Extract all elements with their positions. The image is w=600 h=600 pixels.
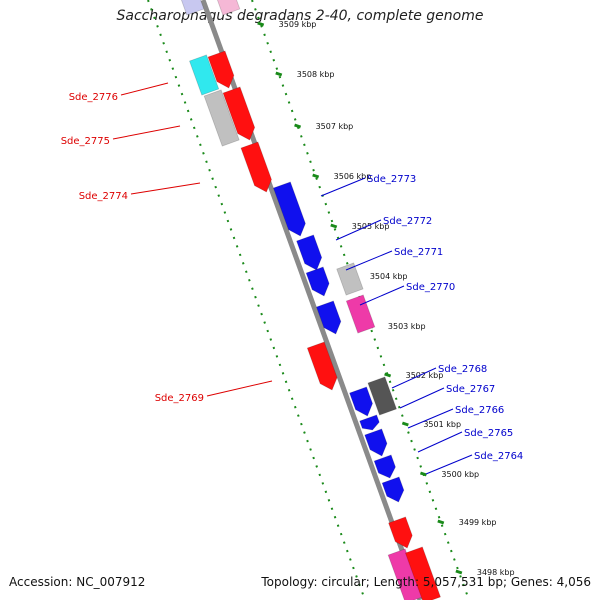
gene-feature-arrow[interactable] [296,234,323,271]
kbp-tick-label: 3509 kbp [279,20,317,29]
gene-feature-arrow[interactable] [315,300,342,335]
gene-label-right[interactable]: Sde_2771 [394,247,443,258]
label-leader-line [335,219,382,241]
kbp-tick-label: 3502 kbp [406,371,444,380]
label-leader-line [112,125,181,140]
label-leader-lines [112,82,473,475]
gene-feature-arrow[interactable] [388,516,413,549]
kbp-tick-label: 3506 kbp [334,172,372,181]
label-leader-line [130,182,201,195]
gene-feature-arrow[interactable] [336,262,364,296]
kbp-tick-mark [312,173,320,179]
label-leader-line [391,367,437,389]
kbp-tick-label: 3507 kbp [316,122,354,131]
gene-feature-arrow[interactable] [367,376,397,416]
gene-labels: Sde_2776 Sde_2775 Sde_2774 Sde_2769 Sde_2773… [61,92,524,462]
label-leader-line [345,250,393,271]
gene-label-right[interactable]: Sde_2770 [406,282,455,293]
label-leader-line [320,177,366,197]
kbp-tick-mark [384,372,392,378]
kbp-tick-label: 3500 kbp [441,470,479,479]
gene-label-right[interactable]: Sde_2766 [455,405,504,416]
kbp-tick-mark [455,569,463,575]
kbp-tick-mark [437,519,445,525]
gene-features [180,0,441,600]
gene-label-left[interactable]: Sde_2775 [61,136,110,147]
gene-label-right[interactable]: Sde_2767 [446,384,495,395]
label-leader-line [417,431,463,453]
gene-feature-arrow[interactable] [404,546,441,600]
kbp-tick-label: 3503 kbp [388,322,426,331]
kbp-tick-label: 3498 kbp [477,568,515,577]
gene-feature-arrow[interactable] [364,428,388,457]
gene-label-right[interactable]: Sde_2768 [438,364,487,375]
gene-label-right[interactable]: Sde_2772 [383,216,432,227]
kbp-tick-mark [330,223,338,229]
gene-feature-arrow[interactable] [305,266,330,297]
guide-lines [147,0,470,600]
label-leader-line [425,454,473,475]
gene-feature-arrow[interactable] [207,50,235,89]
kbp-tick-label: 3508 kbp [297,70,335,79]
label-leader-line [407,408,454,429]
kbp-tick-mark [294,123,302,129]
gene-label-right[interactable]: Sde_2764 [474,451,523,462]
gene-label-right[interactable]: Sde_2765 [464,428,513,439]
guide-line-right [251,0,470,600]
kbp-tick-mark [275,71,283,77]
gene-feature-arrow[interactable] [180,0,205,16]
kbp-tick-label: 3505 kbp [352,222,390,231]
gene-feature-arrow[interactable] [272,181,306,237]
accession-label: Accession: NC_007912 [9,575,146,589]
gene-label-left[interactable]: Sde_2776 [69,92,118,103]
kbp-tick-label: 3501 kbp [423,420,461,429]
gene-feature-arrow[interactable] [373,454,396,479]
kbp-tick-mark [419,471,427,477]
gene-feature-arrow[interactable] [222,86,256,141]
gene-feature-arrow[interactable] [306,341,338,391]
kbp-tick-label: 3499 kbp [459,518,497,527]
topology-label: Topology: circular; Length: 5,057,531 bp… [261,575,591,589]
gene-feature-arrow[interactable] [240,141,272,193]
gene-feature-arrow[interactable] [381,476,405,503]
kbp-tick-label: 3504 kbp [370,272,408,281]
gene-feature-arrow[interactable] [349,386,373,417]
kbp-tick-mark [257,21,265,27]
gene-label-left[interactable]: Sde_2769 [155,393,204,404]
label-leader-line [359,285,405,306]
gene-feature-arrow[interactable] [203,89,240,147]
label-leader-line [206,380,273,397]
gene-feature-arrow[interactable] [345,294,376,334]
kbp-tick-mark [401,421,409,427]
gene-feature-arrow[interactable] [189,54,220,96]
gene-label-right[interactable]: Sde_2773 [367,174,416,185]
label-leader-line [399,387,445,409]
gene-feature-arrow[interactable] [359,414,380,431]
guide-line-left [147,0,366,600]
label-leader-line [120,82,169,96]
gene-label-left[interactable]: Sde_2774 [79,191,128,202]
gene-feature-arrow[interactable] [216,0,241,16]
